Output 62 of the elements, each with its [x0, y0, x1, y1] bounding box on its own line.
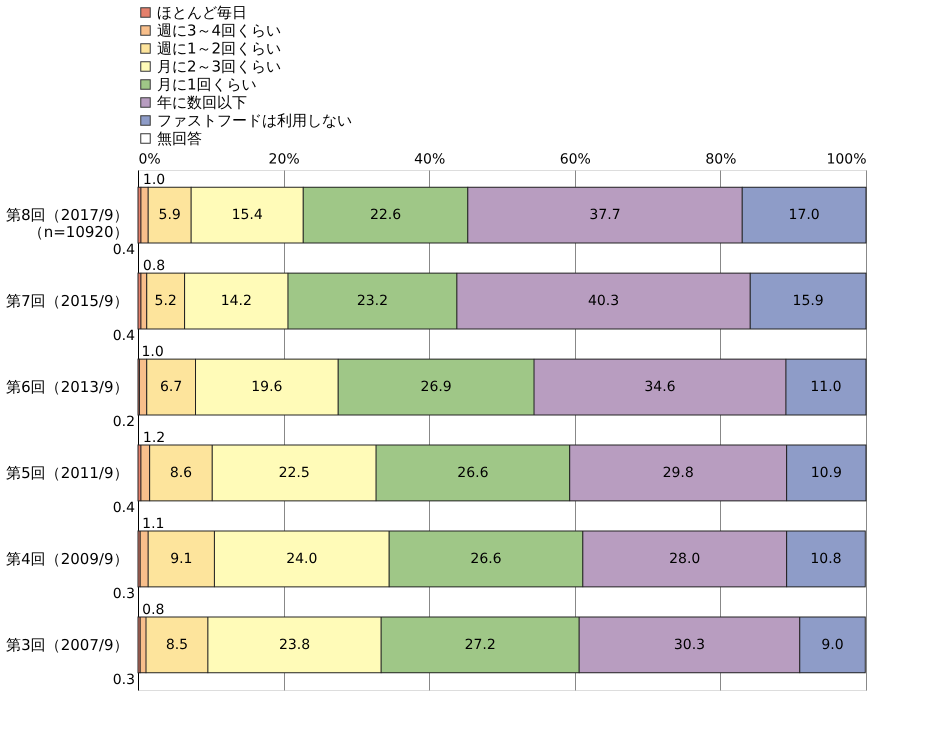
data-label: 27.2 [464, 636, 496, 653]
legend-label: 月に2～3回くらい [157, 58, 282, 76]
data-label: 1.0 [142, 172, 166, 188]
y-tick-label: 第8回（2017/9）（n=10920） [6, 206, 128, 242]
data-label: 1.1 [142, 516, 164, 532]
data-label: 0.3 [112, 672, 135, 688]
data-label: 0.4 [112, 500, 136, 516]
x-tick-label: 80% [705, 152, 736, 168]
data-label: 28.0 [669, 550, 700, 567]
data-label: 9.0 [821, 636, 844, 653]
data-label: 6.7 [160, 379, 182, 396]
data-label: 26.6 [470, 550, 502, 567]
y-tick-label: 第3回（2007/9） [6, 636, 128, 654]
data-label: 14.2 [220, 293, 252, 310]
data-label: 30.3 [674, 636, 706, 653]
data-label: 1.2 [142, 430, 166, 446]
data-label: 37.7 [589, 207, 621, 224]
legend-label: 月に1回くらい [157, 76, 257, 94]
data-label: 8.6 [170, 464, 192, 481]
data-label: 5.2 [154, 293, 177, 310]
data-label: 17.0 [788, 207, 820, 224]
x-tick-label: 60% [560, 152, 591, 168]
data-label: 0.3 [112, 586, 135, 602]
legend-label: 週に1～2回くらい [157, 40, 282, 58]
data-label: 40.3 [588, 293, 620, 310]
data-label: 0.8 [142, 602, 164, 618]
data-label: 0.2 [112, 414, 135, 430]
legend-label: 週に3～4回くらい [157, 22, 282, 40]
data-label: 29.8 [662, 464, 694, 481]
data-label: 19.6 [251, 379, 283, 396]
legend-label: ほとんど毎日 [157, 4, 247, 22]
data-label: 0.4 [112, 242, 136, 258]
data-label: 34.6 [644, 379, 676, 396]
data-label: 15.9 [792, 293, 824, 310]
y-tick-label: 第4回（2009/9） [6, 550, 128, 568]
data-label: 9.1 [170, 550, 192, 567]
x-tick-label: 100% [826, 152, 866, 168]
data-label: 5.9 [158, 207, 181, 224]
data-label: 22.6 [370, 207, 402, 224]
data-label: 26.6 [457, 464, 489, 481]
data-label: 8.5 [166, 636, 188, 653]
data-label: 22.5 [278, 464, 310, 481]
x-tick-label: 0% [138, 152, 161, 168]
data-label: 26.9 [420, 379, 452, 396]
legend-label: ファストフードは利用しない [157, 112, 352, 130]
y-tick-label: 第5回（2011/9） [6, 464, 128, 482]
x-tick-label: 40% [414, 152, 446, 168]
data-label: 10.9 [810, 464, 842, 481]
data-label: 23.8 [278, 636, 310, 653]
data-label: 0.4 [112, 328, 136, 344]
data-label: 1.0 [141, 344, 164, 360]
x-tick-label: 20% [268, 152, 300, 168]
data-label: 15.4 [232, 207, 263, 224]
data-label: 23.2 [356, 293, 388, 310]
data-label: 11.0 [810, 379, 842, 396]
data-label: 24.0 [286, 550, 318, 567]
data-label: 0.8 [142, 258, 166, 274]
y-tick-label: 第7回（2015/9） [6, 292, 128, 310]
legend-label: 無回答 [157, 130, 202, 148]
legend-label: 年に数回以下 [157, 94, 247, 112]
data-label: 10.8 [810, 550, 842, 567]
y-tick-label: 第6回（2013/9） [6, 378, 128, 396]
